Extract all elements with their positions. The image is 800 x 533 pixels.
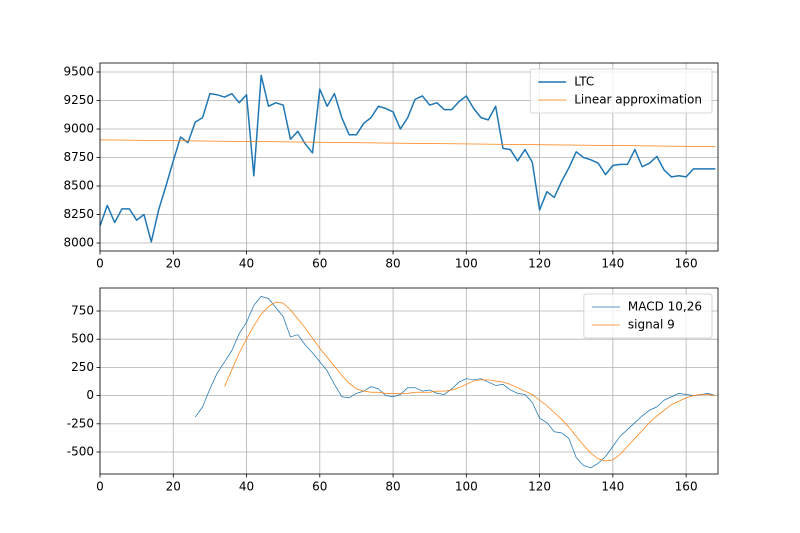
y-tick-label: 8000 (63, 236, 94, 250)
legend-frame (583, 293, 713, 339)
x-tick-label: 20 (166, 257, 181, 271)
y-tick-label: 8750 (63, 150, 94, 164)
plot-frame (99, 287, 719, 475)
y-tick-label: 8250 (63, 207, 94, 221)
x-tick-label: 0 (96, 257, 104, 271)
y-tick-label: 9500 (63, 65, 94, 79)
legend-label: LTC (574, 75, 594, 89)
legend-label: MACD 10,26 (628, 300, 702, 314)
x-tick-label: 100 (455, 480, 478, 494)
x-tick-label: 160 (675, 480, 698, 494)
legend-frame (529, 68, 713, 114)
plot-frame (99, 62, 719, 252)
y-tick-label: 9000 (63, 122, 94, 136)
legend: MACD 10,26 signal 9 (583, 293, 713, 339)
x-tick-label: 120 (528, 480, 551, 494)
legend-label: signal 9 (628, 318, 675, 332)
x-tick-label: 40 (239, 480, 254, 494)
x-tick-label: 100 (455, 257, 478, 271)
x-tick-label: 160 (675, 257, 698, 271)
legend-label: Linear approximation (574, 93, 702, 107)
series-line (100, 74, 716, 243)
x-tick-label: 80 (385, 257, 400, 271)
subplot: 0 20 40 60 80 100 120 140 160 -500 -250 0 250 500 750 M… (67, 287, 719, 494)
y-tick-label: -250 (67, 416, 94, 430)
series-line (224, 301, 716, 462)
x-tick-label: 140 (601, 480, 624, 494)
y-tick-label: 9250 (63, 93, 94, 107)
x-tick-label: 60 (312, 480, 327, 494)
x-tick-label: 140 (601, 257, 624, 271)
y-tick-label: 8500 (63, 179, 94, 193)
legend: LTC Linear approximation (529, 68, 713, 114)
y-tick-label: -500 (67, 445, 94, 459)
x-tick-label: 0 (96, 480, 104, 494)
x-tick-label: 120 (528, 257, 551, 271)
y-tick-label: 0 (86, 388, 94, 402)
series-line (194, 295, 716, 469)
x-tick-label: 60 (312, 257, 327, 271)
y-tick-label: 750 (71, 304, 94, 318)
y-tick-label: 250 (71, 360, 94, 374)
x-tick-label: 80 (385, 480, 400, 494)
subplot: 0 20 40 60 80 100 120 140 160 8000 8250 8500 8750 900… (63, 62, 719, 271)
x-tick-label: 40 (239, 257, 254, 271)
y-tick-label: 500 (71, 332, 94, 346)
x-tick-label: 20 (166, 480, 181, 494)
series-line (100, 139, 716, 148)
